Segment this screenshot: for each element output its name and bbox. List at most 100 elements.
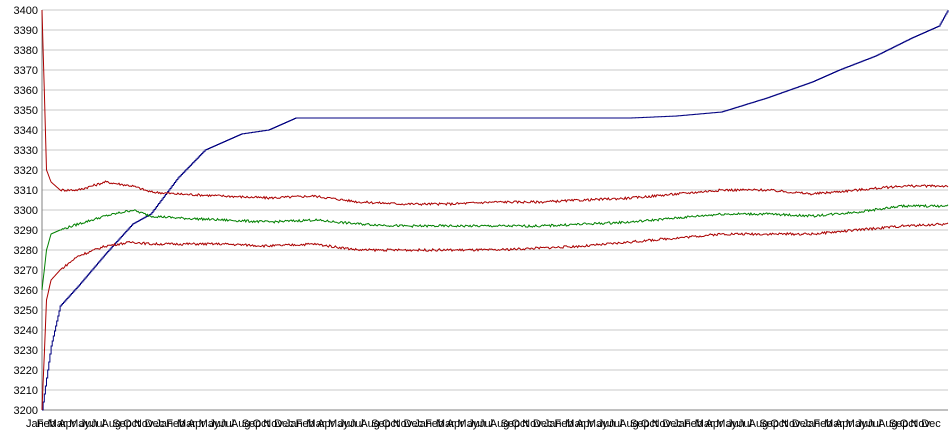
x-tick-label: Jul [738,418,752,430]
x-tick-label: Apr [317,418,334,430]
x-tick-label: Sep [242,418,262,430]
x-tick-label: Feb [555,418,574,430]
series-line-1 [42,10,949,411]
x-tick-label: Jul [220,418,234,430]
x-tick-label: Jan [544,418,562,430]
x-tick-label: Jun [727,418,745,430]
y-tick-label: 3270 [14,265,38,277]
y-tick-label: 3200 [14,405,38,417]
x-tick-label: May [846,418,867,430]
x-tick-label: Mar [695,418,714,430]
x-tick-label: Nov [652,418,672,430]
x-tick-label: Oct [770,418,787,430]
x-tick-label: May [328,418,349,430]
x-tick-label: Apr [706,418,723,430]
x-tick-label: Aug [490,418,510,430]
y-tick-label: 3240 [14,325,38,337]
y-tick-label: 3360 [14,85,38,97]
y-tick-labels: 3200 3210 3220 3230 3240 3250 3260 3270 3280 3290… [14,5,38,417]
x-tick-label: Jan [414,418,432,430]
y-tick-label: 3310 [14,185,38,197]
x-tick-label: Apr [835,418,852,430]
x-tick-label: Sep [501,418,521,430]
x-tick-label: Jun [857,418,875,430]
y-tick-label: 3290 [14,225,38,237]
x-tick-label: Dec [145,418,165,430]
x-tick-label: Jun [209,418,227,430]
x-tick-label: May [457,418,478,430]
x-tick-label: Feb [296,418,315,430]
x-tick-label: Dec [662,418,682,430]
y-tick-label: 3370 [14,65,38,77]
x-tick-label: Sep [112,418,132,430]
x-tick-label: Dec [274,418,294,430]
x-tick-label: May [716,418,737,430]
x-tick-label: Feb [425,418,444,430]
x-tick-label: Apr [188,418,205,430]
x-tick-label: Nov [134,418,154,430]
y-tick-label: 3230 [14,345,38,357]
x-tick-label: Sep [630,418,650,430]
y-tick-label: 3340 [14,125,38,137]
x-tick-label: Jul [479,418,493,430]
x-tick-label: Sep [889,418,909,430]
x-tick-label: Nov [263,418,283,430]
series-line-4 [41,222,949,411]
x-tick-label: Mar [177,418,196,430]
x-tick-label: Jun [468,418,486,430]
x-tick-label: Jul [91,418,105,430]
x-tick-label: Dec [792,418,812,430]
x-tick-label: Mar [824,418,843,430]
x-tick-label: Feb [813,418,832,430]
x-tick-label: Jan [285,418,303,430]
y-tick-label: 3220 [14,365,38,377]
grid-layer [42,9,948,411]
x-tick-label: Jul [608,418,622,430]
x-tick-label: Feb [684,418,703,430]
x-tick-label: Oct [900,418,917,430]
x-tick-label: Jul [350,418,364,430]
x-tick-label: May [199,418,220,430]
x-tick-label: Dec [533,418,553,430]
x-tick-label: Oct [123,418,140,430]
y-tick-label: 3380 [14,45,38,57]
x-tick-label: Aug [878,418,898,430]
y-tick-label: 3260 [14,285,38,297]
y-tick-label: 3330 [14,145,38,157]
y-tick-label: 3280 [14,245,38,257]
x-tick-label: Mar [306,418,325,430]
x-tick-label: Nov [522,418,542,430]
x-tick-label: Oct [641,418,658,430]
x-tick-label: Aug [749,418,769,430]
series-line-2 [41,9,949,207]
x-tick-label: Jun [598,418,616,430]
y-tick-label: 3300 [14,205,38,217]
x-tick-label: Jan [26,418,44,430]
x-tick-label: Aug [231,418,251,430]
x-tick-label: Jun [80,418,98,430]
y-tick-label: 3350 [14,105,38,117]
x-tick-label: Apr [576,418,593,430]
x-tick-labels: JanFebMarAprMayJunJulAugSepOctNovDecJanF… [26,418,941,430]
x-tick-label: Oct [382,418,399,430]
x-tick-label: Oct [253,418,270,430]
x-tick-label: Aug [102,418,122,430]
x-tick-label: Nov [781,418,801,430]
x-tick-label: May [587,418,608,430]
x-tick-label: Nov [910,418,930,430]
series-layer [41,9,949,411]
x-tick-label: Apr [58,418,75,430]
x-tick-label: Jan [673,418,691,430]
y-tick-label: 3390 [14,25,38,37]
x-tick-label: Jan [803,418,821,430]
x-tick-label: Feb [37,418,56,430]
x-tick-label: Dec [404,418,424,430]
x-tick-label: Mar [436,418,455,430]
x-tick-label: Sep [371,418,391,430]
x-tick-label: Sep [759,418,779,430]
x-tick-label: Mar [48,418,67,430]
x-tick-label: Jun [339,418,357,430]
x-tick-label: Nov [393,418,413,430]
x-tick-label: Mar [565,418,584,430]
